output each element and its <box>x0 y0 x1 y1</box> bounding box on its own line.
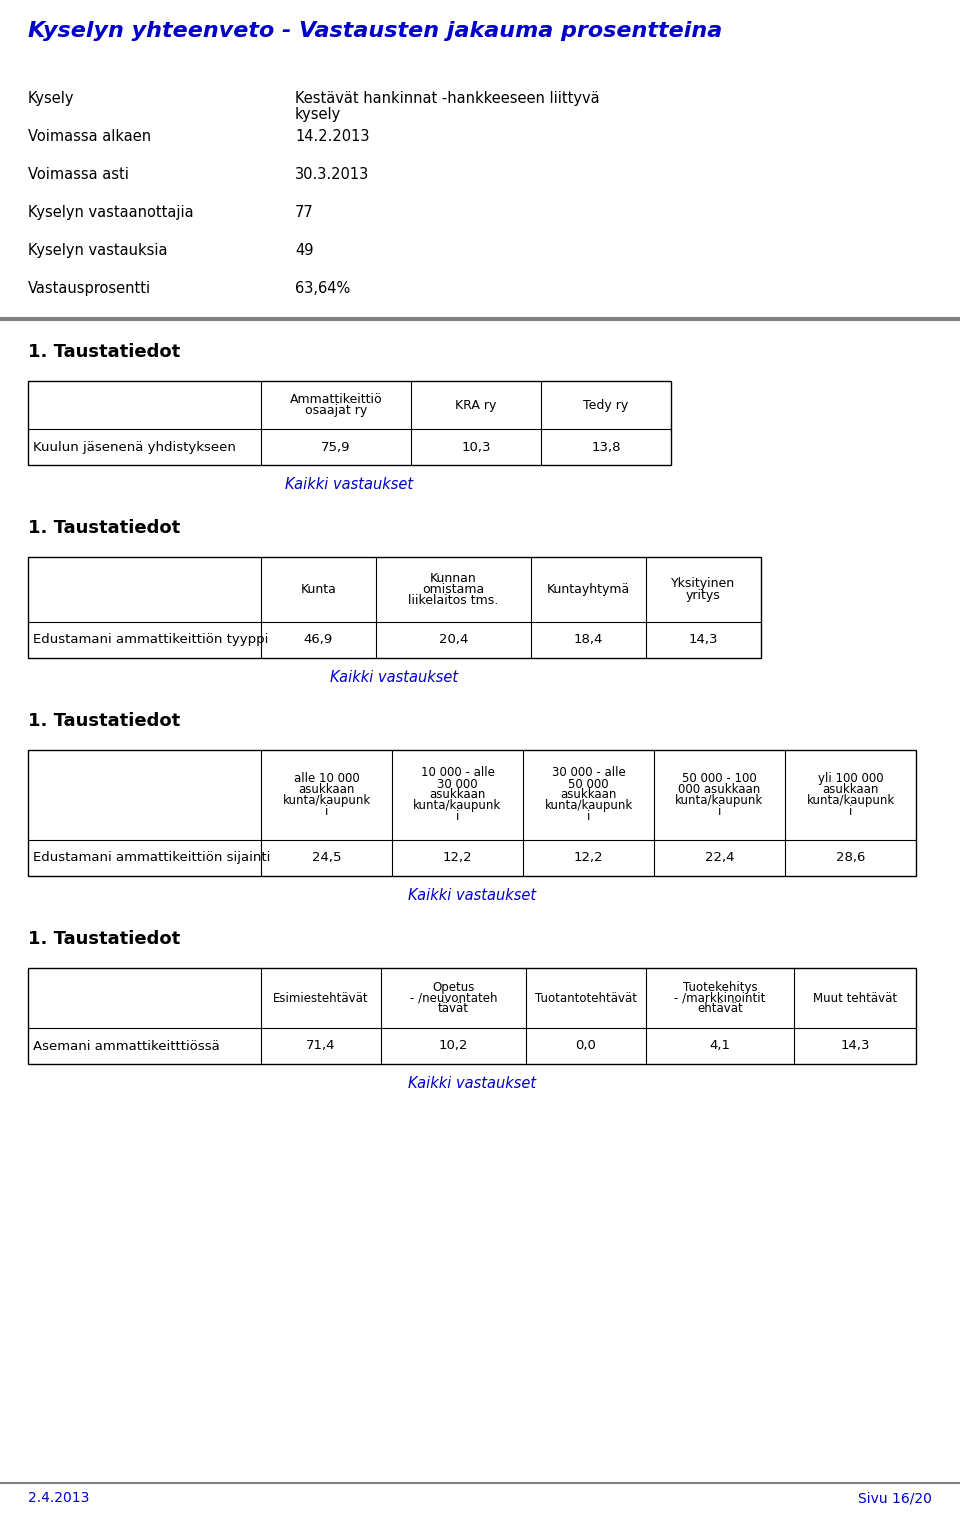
Text: Kyselyn vastauksia: Kyselyn vastauksia <box>28 243 167 259</box>
Text: 50 000: 50 000 <box>568 777 609 791</box>
Text: Kaikki vastaukset: Kaikki vastaukset <box>330 669 459 684</box>
Text: asukkaan: asukkaan <box>561 788 616 802</box>
Text: omistama: omistama <box>422 583 485 596</box>
Text: Tedy ry: Tedy ry <box>584 399 629 412</box>
Text: kunta/kaupunk: kunta/kaupunk <box>414 800 502 812</box>
Text: kysely: kysely <box>295 106 341 122</box>
Text: Kestävät hankinnat -hankkeeseen liittyvä: Kestävät hankinnat -hankkeeseen liittyvä <box>295 91 600 106</box>
Bar <box>28 380 671 465</box>
Text: i: i <box>324 805 328 818</box>
Text: Kunnan: Kunnan <box>430 572 477 586</box>
Text: - /markkinointit: - /markkinointit <box>674 992 766 1004</box>
Text: Edustamani ammattikeittiön tyyppi: Edustamani ammattikeittiön tyyppi <box>33 634 269 646</box>
Text: 13,8: 13,8 <box>591 441 621 453</box>
Text: asukkaan: asukkaan <box>299 783 354 795</box>
Text: ehtävät: ehtävät <box>697 1002 743 1016</box>
Text: 22,4: 22,4 <box>705 852 734 864</box>
Text: Voimassa asti: Voimassa asti <box>28 167 129 183</box>
Text: 50 000 - 100: 50 000 - 100 <box>683 773 756 785</box>
Text: 4,1: 4,1 <box>709 1039 731 1053</box>
Text: 20,4: 20,4 <box>439 634 468 646</box>
Text: 24,5: 24,5 <box>312 852 341 864</box>
Text: kunta/kaupunk: kunta/kaupunk <box>544 800 633 812</box>
Text: yli 100 000: yli 100 000 <box>818 773 883 785</box>
Text: Voimassa alkaen: Voimassa alkaen <box>28 129 151 144</box>
Text: Edustamani ammattikeittiön sijainti: Edustamani ammattikeittiön sijainti <box>33 852 271 864</box>
Text: Kaikki vastaukset: Kaikki vastaukset <box>285 478 414 491</box>
Text: 1. Taustatiedot: 1. Taustatiedot <box>28 929 180 948</box>
Text: Kysely: Kysely <box>28 91 75 106</box>
Text: 14.2.2013: 14.2.2013 <box>295 129 370 144</box>
Text: kunta/kaupunk: kunta/kaupunk <box>282 794 371 808</box>
Text: asukkaan: asukkaan <box>429 788 486 802</box>
Text: Kaikki vastaukset: Kaikki vastaukset <box>408 888 536 903</box>
Text: 71,4: 71,4 <box>306 1039 336 1053</box>
Text: i: i <box>718 805 721 818</box>
Text: Kuntayhtymä: Kuntayhtymä <box>547 583 630 596</box>
Text: Opetus: Opetus <box>432 981 474 993</box>
Text: 28,6: 28,6 <box>836 852 865 864</box>
Text: liikelaitos tms.: liikelaitos tms. <box>408 595 498 607</box>
Text: 1. Taustatiedot: 1. Taustatiedot <box>28 519 180 537</box>
Text: 63,64%: 63,64% <box>295 281 350 297</box>
Text: kunta/kaupunk: kunta/kaupunk <box>806 794 895 808</box>
Text: alle 10 000: alle 10 000 <box>294 773 359 785</box>
Text: 2.4.2013: 2.4.2013 <box>28 1491 89 1504</box>
Text: i: i <box>456 811 459 823</box>
Text: 18,4: 18,4 <box>574 634 603 646</box>
Text: 1. Taustatiedot: 1. Taustatiedot <box>28 344 180 360</box>
Text: 0,0: 0,0 <box>576 1039 596 1053</box>
Text: 30 000 - alle: 30 000 - alle <box>552 767 625 779</box>
Text: yritys: yritys <box>686 589 721 601</box>
Text: i: i <box>849 805 852 818</box>
Text: 14,3: 14,3 <box>688 634 718 646</box>
Text: Asemani ammattikeitttiössä: Asemani ammattikeitttiössä <box>33 1039 220 1053</box>
Text: asukkaan: asukkaan <box>823 783 878 795</box>
Bar <box>28 750 916 876</box>
Text: Kaikki vastaukset: Kaikki vastaukset <box>408 1075 536 1091</box>
Bar <box>28 967 916 1065</box>
Text: 46,9: 46,9 <box>304 634 333 646</box>
Text: Kuulun jäsenenä yhdistykseen: Kuulun jäsenenä yhdistykseen <box>33 441 236 453</box>
Bar <box>28 557 761 659</box>
Text: 10 000 - alle: 10 000 - alle <box>420 767 494 779</box>
Text: Sivu 16/20: Sivu 16/20 <box>858 1491 932 1504</box>
Text: 30 000: 30 000 <box>437 777 478 791</box>
Text: 10,3: 10,3 <box>461 441 491 453</box>
Text: - /neuvontateh: - /neuvontateh <box>410 992 497 1004</box>
Text: 14,3: 14,3 <box>840 1039 870 1053</box>
Text: Kunta: Kunta <box>300 583 336 596</box>
Text: osaajat ry: osaajat ry <box>305 405 367 417</box>
Text: 49: 49 <box>295 243 314 259</box>
Text: Esimiestehtävät: Esimiestehtävät <box>274 992 369 1004</box>
Text: Vastausprosentti: Vastausprosentti <box>28 281 151 297</box>
Text: i: i <box>587 811 590 823</box>
Text: Kyselyn yhteenveto - Vastausten jakauma prosentteina: Kyselyn yhteenveto - Vastausten jakauma … <box>28 21 722 41</box>
Text: 000 asukkaan: 000 asukkaan <box>679 783 760 795</box>
Text: 1. Taustatiedot: 1. Taustatiedot <box>28 712 180 730</box>
Text: tävät: tävät <box>438 1002 469 1016</box>
Text: 77: 77 <box>295 205 314 221</box>
Text: Kyselyn vastaanottajia: Kyselyn vastaanottajia <box>28 205 194 221</box>
Text: Yksityinen: Yksityinen <box>671 578 735 590</box>
Text: Tuotantotehtävät: Tuotantotehtävät <box>535 992 637 1004</box>
Text: Ammattikeittiö: Ammattikeittiö <box>290 392 382 406</box>
Text: 75,9: 75,9 <box>322 441 350 453</box>
Text: 12,2: 12,2 <box>574 852 603 864</box>
Text: 12,2: 12,2 <box>443 852 472 864</box>
Text: 10,2: 10,2 <box>439 1039 468 1053</box>
Text: kunta/kaupunk: kunta/kaupunk <box>676 794 763 808</box>
Text: KRA ry: KRA ry <box>455 399 496 412</box>
Text: Tuotekehitys: Tuotekehitys <box>683 981 757 993</box>
Text: 30.3.2013: 30.3.2013 <box>295 167 370 183</box>
Text: Muut tehtävät: Muut tehtävät <box>813 992 897 1004</box>
